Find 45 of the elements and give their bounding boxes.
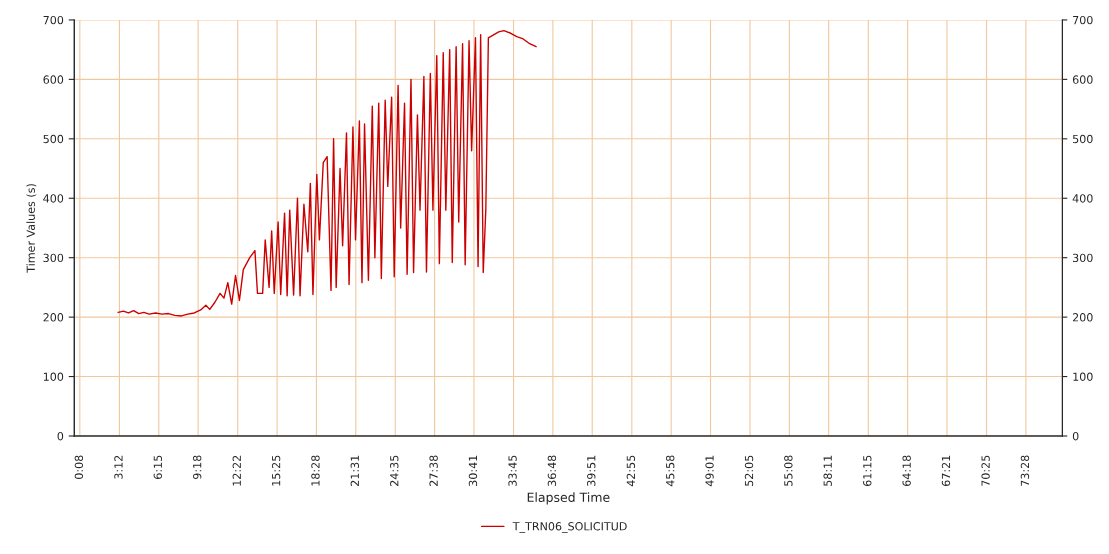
y2-tick-label: 700 (1073, 15, 1093, 25)
y2-tick-label: 300 (1072, 253, 1093, 263)
x-tick-label: 18:28 (311, 455, 320, 486)
x-tick-label: 24:35 (390, 455, 399, 486)
y2-tick-label: 600 (1072, 75, 1093, 84)
y-tick-label: 700 (43, 15, 64, 25)
y-axis-title: Timer Values (s) (26, 184, 37, 273)
x-tick-label: 55:08 (784, 455, 793, 486)
x-tick-label: 15:25 (271, 455, 281, 486)
y-tick-label: 300 (43, 253, 64, 263)
y2-tick-label: 100 (1073, 372, 1093, 381)
y2-tick-label: 500 (1073, 134, 1093, 144)
x-tick-label: 70:25 (981, 455, 990, 486)
x-tick-label: 52:05 (744, 455, 754, 486)
y-tick-label: 500 (43, 134, 64, 144)
y-tick-label: 400 (43, 194, 64, 203)
y-tick-label: 100 (43, 372, 64, 381)
x-tick-label: 61:15 (863, 455, 872, 486)
x-tick-label: 45:58 (665, 455, 675, 487)
x-tick-label: 6:15 (153, 455, 163, 479)
y2-tick-label: 400 (1072, 194, 1093, 203)
x-tick-label: 33:45 (508, 455, 517, 486)
x-tick-label: 9:18 (192, 455, 202, 479)
y2-tick-label: 200 (1072, 313, 1093, 322)
x-axis-title: Elapsed Time (527, 492, 610, 505)
x-tick-label: 27:38 (429, 455, 438, 486)
line-series (117, 29, 537, 317)
x-tick-label: 64:18 (902, 455, 911, 486)
y2-tick-label: 0 (1072, 431, 1079, 441)
y-tick-label: 200 (43, 313, 64, 322)
legend-label: T_TRN06_SOLICITUD (512, 522, 627, 533)
x-tick-label: 67:21 (941, 455, 951, 486)
y-tick-label: 0 (57, 431, 64, 441)
x-tick-label: 42:55 (626, 455, 636, 487)
x-tick-label: 73:28 (1020, 455, 1030, 486)
x-tick-label: 30:41 (468, 455, 478, 486)
x-tick-label: 36:48 (547, 455, 557, 486)
x-tick-label: 0:08 (74, 455, 84, 479)
x-tick-label: 3:12 (114, 455, 123, 479)
y-tick-label: 600 (43, 75, 64, 84)
x-tick-label: 49:01 (705, 455, 714, 487)
x-tick-label: 21:31 (350, 455, 359, 486)
x-tick-label: 58:11 (823, 455, 832, 486)
x-tick-label: 12:22 (232, 455, 241, 486)
x-tick-label: 39:51 (587, 455, 596, 486)
